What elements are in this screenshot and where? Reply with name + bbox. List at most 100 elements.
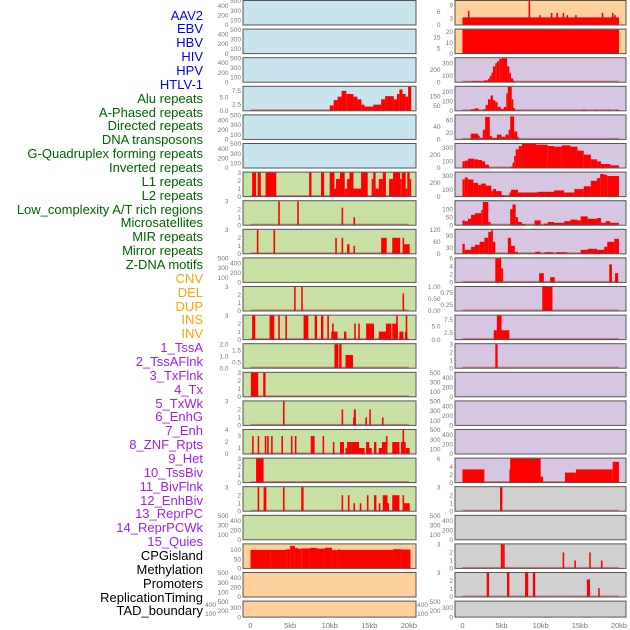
data-bar xyxy=(320,172,325,197)
data-bar xyxy=(333,100,338,111)
y-tick-label: 0 xyxy=(449,222,453,229)
panel-background xyxy=(243,0,416,25)
data-bar xyxy=(597,249,605,254)
y-tick-label: 9 xyxy=(449,3,453,10)
y-tick-label: 0 xyxy=(449,394,453,401)
data-bar xyxy=(310,436,315,454)
baseline xyxy=(462,566,619,569)
panel-border xyxy=(454,257,627,283)
y-tick-label: 3 xyxy=(237,170,241,177)
y-tick-label: 1.00 xyxy=(428,284,441,291)
data-bar xyxy=(373,104,382,111)
y-tick-label: 0.0 xyxy=(219,108,228,115)
y-tick-label: 100 xyxy=(230,547,241,554)
baseline xyxy=(462,80,619,83)
data-bar xyxy=(509,469,511,483)
y-tick-label: 0 xyxy=(449,51,453,58)
data-bar xyxy=(510,166,513,168)
data-bar xyxy=(510,189,518,197)
data-bar xyxy=(542,287,553,311)
data-bar xyxy=(317,548,325,569)
panel-background xyxy=(243,601,416,618)
y-tick-label: 2.0 xyxy=(219,341,228,348)
y-tick-label: 100 xyxy=(442,73,453,80)
y-tick-label: 0.5 xyxy=(232,359,241,366)
data-bar xyxy=(496,61,500,83)
data-bar xyxy=(507,86,512,111)
data-bar xyxy=(470,109,475,111)
y-tick-label: 400 xyxy=(218,32,229,39)
panel-border xyxy=(454,286,627,312)
y-tick-label: 60 xyxy=(446,117,454,124)
data-bar xyxy=(586,579,590,597)
y-tick-label: 300 xyxy=(230,605,241,612)
y-tick-label: 0 xyxy=(237,394,241,401)
data-bar xyxy=(479,137,483,140)
y-tick-label: 0 xyxy=(449,614,453,621)
y-tick-label: 200 xyxy=(218,41,229,48)
data-bar xyxy=(607,241,615,254)
y-tick-label: 200 xyxy=(442,442,453,449)
data-bar xyxy=(504,195,510,197)
data-bar xyxy=(501,195,505,197)
data-bar xyxy=(392,442,400,454)
data-bar xyxy=(550,277,555,283)
y-tick-label: 0 xyxy=(237,308,241,315)
data-bar xyxy=(539,15,541,25)
data-bar xyxy=(495,102,498,111)
track-label: HIV xyxy=(181,49,203,65)
data-bar xyxy=(507,237,511,254)
y-tick-label: 3 xyxy=(237,433,241,440)
data-bar xyxy=(399,89,403,111)
x-tick-label: 0 xyxy=(248,621,252,630)
y-tick-label: 100 xyxy=(417,611,428,618)
data-bar xyxy=(598,588,600,597)
data-bar xyxy=(495,63,497,83)
data-bar xyxy=(544,191,554,197)
panel-border xyxy=(242,457,417,484)
data-bar xyxy=(547,146,554,168)
baseline xyxy=(250,338,409,340)
data-bar xyxy=(462,29,619,54)
data-bar xyxy=(590,180,598,197)
track-label: Low_complexity A/T rich regions xyxy=(16,201,203,217)
data-bar xyxy=(332,442,335,454)
y-tick-label: 50 xyxy=(433,103,441,110)
panel-background xyxy=(455,114,626,140)
y-tick-label: 0 xyxy=(225,451,229,458)
y-tick-label: 3 xyxy=(225,484,229,491)
data-bar xyxy=(341,495,344,512)
y-tick-label: 100 xyxy=(430,418,441,425)
y-tick-label: 2 xyxy=(449,272,453,279)
track-label: 10_TssBiv xyxy=(143,464,203,480)
y-tick-label: 1 xyxy=(237,386,241,393)
data-bar xyxy=(381,99,386,111)
data-bar xyxy=(309,172,312,197)
y-tick-label: 15 xyxy=(433,34,441,41)
y-tick-label: 300 xyxy=(230,151,241,158)
y-tick-label: 0 xyxy=(237,337,241,344)
data-bar xyxy=(392,323,398,340)
panel-border xyxy=(454,400,627,426)
data-bar xyxy=(396,94,400,111)
y-tick-label: 3 xyxy=(225,284,229,291)
data-bar xyxy=(374,442,377,454)
panel-border xyxy=(454,572,627,598)
panel-background xyxy=(243,114,416,140)
track-label: HBV xyxy=(176,35,203,51)
y-tick-label: 200 xyxy=(430,152,441,159)
data-bar xyxy=(518,222,522,226)
track-label: ReplicationTiming xyxy=(100,589,203,605)
data-bar xyxy=(364,106,374,111)
data-bar xyxy=(329,172,335,197)
y-tick-label: 2.5 xyxy=(444,330,453,337)
data-bar xyxy=(488,222,491,226)
data-bar xyxy=(371,179,374,197)
data-bar xyxy=(514,131,518,140)
y-tick-label: 200 xyxy=(442,527,453,534)
data-bar xyxy=(492,241,496,254)
data-bar xyxy=(404,244,410,254)
data-bar xyxy=(564,221,571,226)
y-tick-label: 2 xyxy=(237,235,241,242)
